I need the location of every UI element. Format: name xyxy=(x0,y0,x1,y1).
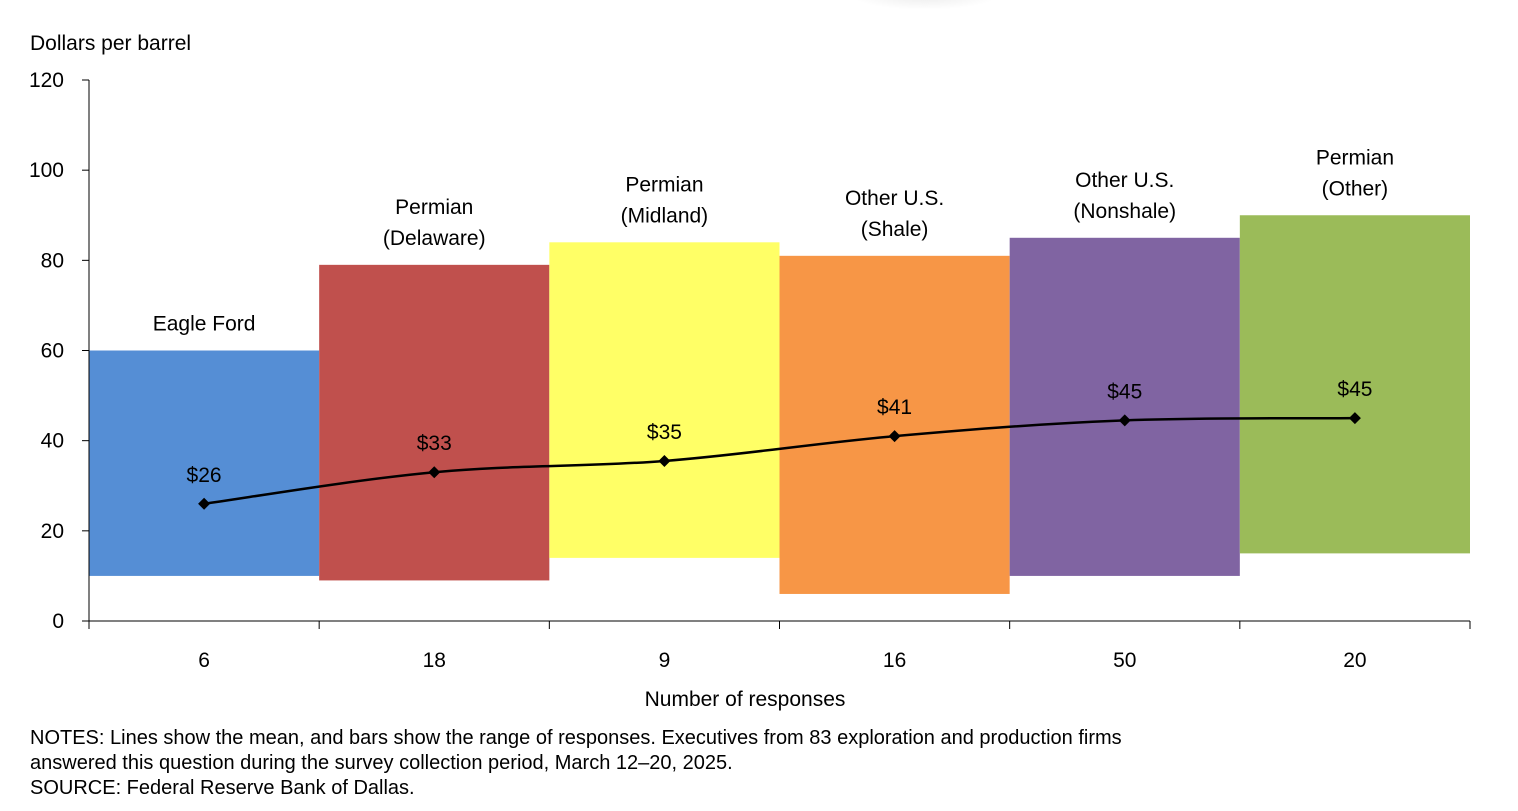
x-tick-label: 50 xyxy=(1113,649,1136,672)
y-tick-label: 120 xyxy=(29,69,64,92)
notes-line-2: answered this question during the survey… xyxy=(30,752,733,774)
mean-data-label: $35 xyxy=(647,421,682,444)
decorative-shadow xyxy=(850,0,1000,10)
range-bar xyxy=(89,350,320,576)
category-label: Eagle Ford xyxy=(153,313,256,336)
mean-data-label: $33 xyxy=(417,432,452,455)
mean-marker xyxy=(658,454,671,467)
mean-data-label: $45 xyxy=(1337,378,1372,401)
y-tick-label: 40 xyxy=(41,430,64,453)
category-label: Other U.S. (Nonshale) xyxy=(1073,169,1176,223)
mean-data-label: $26 xyxy=(187,464,222,487)
mean-marker xyxy=(428,466,441,479)
x-tick-label: 16 xyxy=(883,649,906,672)
category-label: Permian (Other) xyxy=(1316,146,1394,200)
y-tick-label: 80 xyxy=(41,249,64,272)
mean-marker xyxy=(888,430,901,443)
y-tick-label: 100 xyxy=(29,159,64,182)
range-bar xyxy=(549,242,780,558)
chart: Dollars per barrel Number of responses 0… xyxy=(29,32,1471,711)
category-label: Other U.S. (Shale) xyxy=(845,187,944,241)
range-bar xyxy=(779,255,1010,594)
chart-notes: NOTES: Lines show the mean, and bars sho… xyxy=(30,726,1500,801)
mean-data-label: $41 xyxy=(877,396,912,419)
mean-marker xyxy=(1118,414,1131,427)
range-bar xyxy=(1009,237,1240,576)
notes-line-1: NOTES: Lines show the mean, and bars sho… xyxy=(30,727,1122,749)
x-tick-label: 18 xyxy=(423,649,446,672)
range-bar xyxy=(319,264,550,581)
category-label: Permian (Delaware) xyxy=(383,196,486,250)
source-line: SOURCE: Federal Reserve Bank of Dallas. xyxy=(30,777,415,799)
y-tick-label: 60 xyxy=(41,340,64,363)
x-axis-label: Number of responses xyxy=(645,688,846,711)
y-tick-label: 0 xyxy=(52,610,64,633)
y-tick-label: 20 xyxy=(41,520,64,543)
mean-data-label: $45 xyxy=(1107,380,1142,403)
category-label: Permian (Midland) xyxy=(621,173,709,227)
x-tick-label: 6 xyxy=(198,649,210,672)
y-axis-label: Dollars per barrel xyxy=(30,32,191,55)
x-tick-label: 20 xyxy=(1343,649,1366,672)
mean-marker xyxy=(1348,412,1361,425)
mean-marker xyxy=(198,497,211,510)
x-tick-label: 9 xyxy=(659,649,671,672)
range-bar xyxy=(1239,215,1470,554)
mean-line xyxy=(203,416,1355,506)
